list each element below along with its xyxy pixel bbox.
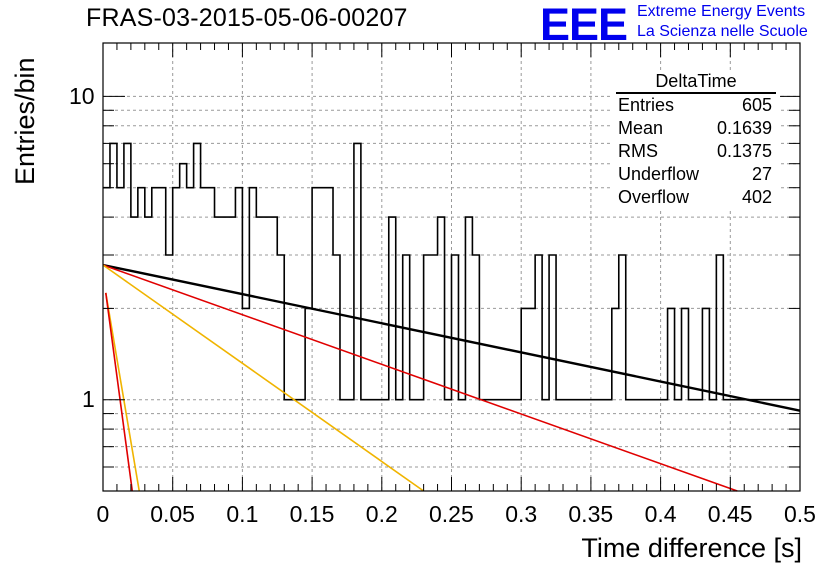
stats-value: 27 (751, 164, 772, 184)
stats-row: Overflow 402 (612, 186, 780, 209)
logo-line-1: Extreme Energy Events (637, 3, 806, 20)
eee-logo: EEE (540, 0, 628, 50)
stats-value: 402 (741, 187, 772, 207)
x-tick-label: 0.4 (644, 501, 677, 527)
x-tick-label: 0.45 (707, 501, 753, 527)
fit-line (102, 264, 738, 492)
x-tick-label: 0.35 (568, 501, 614, 527)
y-tick-label: 10 (69, 82, 95, 109)
stats-box-title: DeltaTime (616, 70, 776, 94)
x-tick-label: 0.25 (429, 501, 474, 527)
fit-line (104, 292, 134, 492)
stats-row: Mean 0.1639 (612, 117, 780, 140)
stats-value: 0.1639 (716, 118, 772, 138)
stats-label: Overflow (618, 187, 690, 207)
fit-lines (102, 263, 801, 492)
x-tick-label: 0.05 (150, 501, 195, 527)
x-tick-label: 0.5 (784, 501, 816, 527)
chart-title: FRAS-03-2015-05-06-00207 (86, 4, 408, 32)
histogram (103, 142, 800, 401)
x-axis-label: Time difference [s] (581, 533, 802, 563)
stats-box: DeltaTime Entries 605 Mean 0.1639 RMS 0.1375 U… (612, 70, 780, 209)
stats-row: Entries 605 (612, 94, 780, 117)
x-tick-label: 0.2 (365, 501, 398, 527)
stats-label: Underflow (618, 164, 700, 184)
stats-value: 605 (741, 95, 772, 115)
x-tick-label: 0 (96, 501, 110, 527)
logo-line-2: La Scienza nelle Scuole (637, 23, 808, 40)
stats-label: RMS (618, 141, 658, 161)
stats-value: 0.1375 (716, 141, 772, 161)
histogram-outline (103, 142, 800, 401)
x-tick-label: 0.1 (226, 501, 259, 527)
stats-row: RMS 0.1375 (612, 140, 780, 163)
fit-line (105, 292, 141, 492)
stats-label: Entries (618, 95, 675, 115)
fit-line (102, 264, 425, 492)
stats-label: Mean (618, 118, 664, 138)
stats-row: Underflow 27 (612, 163, 780, 186)
y-tick-label: 1 (82, 386, 95, 413)
axis-ticks (102, 43, 801, 491)
x-tick-label: 0.15 (289, 501, 335, 527)
fit-line (102, 263, 801, 412)
y-axis-label: Entries/bin (10, 57, 40, 185)
x-tick-label: 0.3 (505, 501, 538, 527)
